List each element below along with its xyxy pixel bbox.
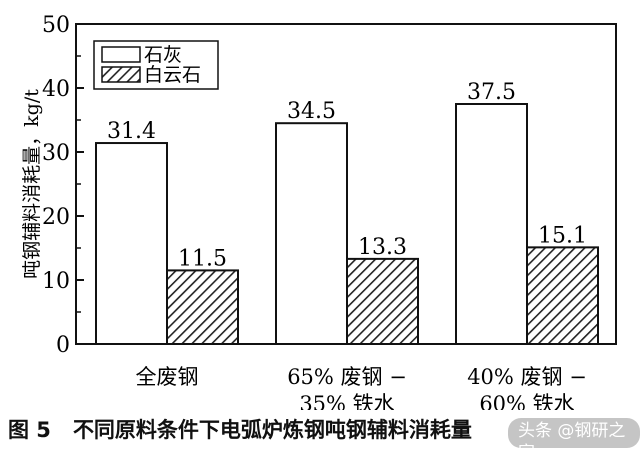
x-tick-label: 40% 废钢 − bbox=[467, 365, 587, 389]
y-axis-label: 吨钢辅料消耗量，kg/t bbox=[21, 89, 43, 279]
bar-lime bbox=[275, 122, 348, 345]
data-label: 11.5 bbox=[178, 246, 227, 271]
figure-caption: 图 5 不同原料条件下电弧炉炼钢吨钢辅料消耗量 bbox=[8, 414, 632, 444]
watermark: 头条 @钢研之家 bbox=[508, 418, 640, 463]
figure-caption-text: 不同原料条件下电弧炉炼钢吨钢辅料消耗量 bbox=[72, 418, 472, 442]
data-labels-group: 31.4 34.5 37.5 11.5 13.3 15.1 bbox=[107, 80, 587, 271]
legend-swatch bbox=[101, 66, 141, 83]
y-tick-label: 0 bbox=[56, 333, 70, 358]
bar-lime bbox=[455, 103, 528, 345]
data-label: 13.3 bbox=[358, 235, 407, 260]
bar-dolomite bbox=[166, 269, 239, 345]
bars-group bbox=[95, 103, 599, 346]
x-tick-label: 65% 废钢 − bbox=[287, 365, 407, 389]
legend-label: 白云石 bbox=[144, 64, 201, 86]
legend-label: 石灰 bbox=[144, 44, 182, 66]
data-label: 15.1 bbox=[538, 223, 587, 248]
data-label: 37.5 bbox=[467, 80, 516, 105]
data-label: 31.4 bbox=[107, 119, 156, 144]
bar-dolomite bbox=[346, 257, 419, 346]
figure-number: 图 5 bbox=[8, 418, 51, 442]
legend-swatch bbox=[101, 46, 141, 63]
y-tick-label: 50 bbox=[42, 13, 70, 38]
x-tick-label: 全废钢 bbox=[136, 365, 199, 389]
y-tick-label: 40 bbox=[42, 77, 70, 102]
bar-chart: 31.4 34.5 37.5 11.5 13.3 15.1 0 10 20 30 40 50 全废钢 6… bbox=[21, 13, 617, 410]
y-tick-label: 10 bbox=[42, 269, 70, 294]
data-label: 34.5 bbox=[287, 99, 336, 124]
x-tick-label: 35% 铁水 bbox=[299, 392, 394, 410]
bar-dolomite bbox=[526, 246, 599, 345]
y-tick-label: 30 bbox=[42, 141, 70, 166]
bar-lime bbox=[95, 142, 168, 345]
tick-labels-group: 0 10 20 30 40 50 全废钢 65% 废钢 − 35% 铁水 40% 废钢 − 60% … bbox=[42, 13, 587, 410]
x-tick-label: 60% 铁水 bbox=[479, 392, 574, 410]
y-tick-label: 20 bbox=[42, 205, 70, 230]
